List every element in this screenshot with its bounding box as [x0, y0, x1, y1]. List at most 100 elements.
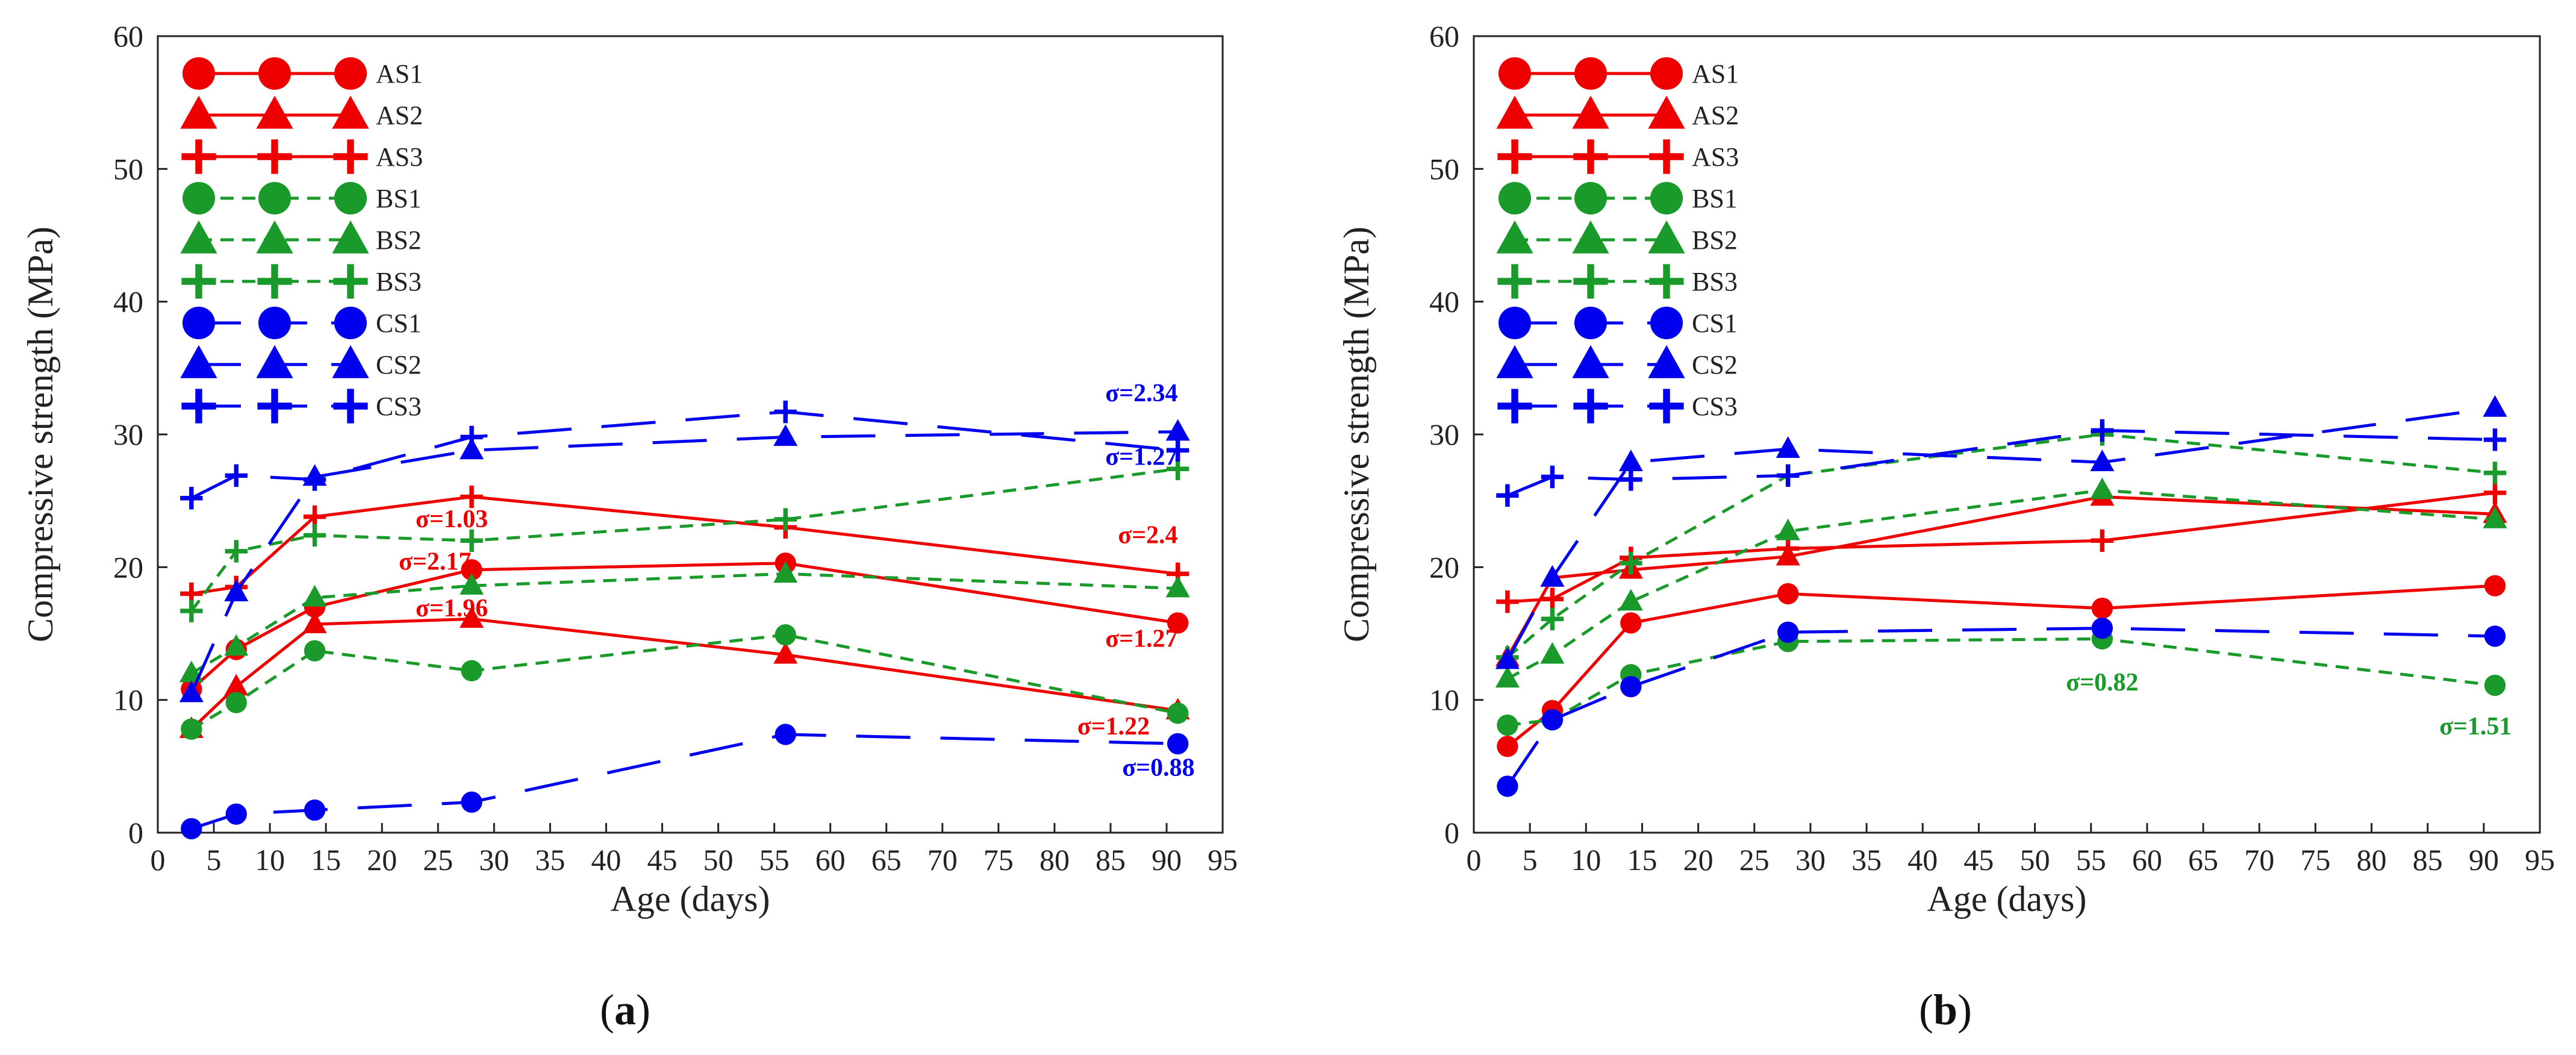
data-point	[303, 468, 326, 491]
data-point	[1495, 666, 1520, 688]
legend-marker	[181, 139, 216, 174]
data-point	[2091, 419, 2114, 442]
data-point	[1620, 675, 1642, 698]
legend-marker	[258, 181, 292, 215]
series-CS1	[181, 724, 1189, 840]
legend-marker	[180, 95, 217, 129]
data-point	[460, 573, 484, 595]
data-point	[1541, 607, 1564, 630]
data-point	[224, 580, 249, 601]
x-tick-label: 55	[759, 843, 790, 877]
legend-label: BS1	[376, 184, 422, 213]
x-tick-label: 75	[984, 843, 1014, 877]
sigma-annotation: σ=1.03	[416, 506, 488, 533]
legend-marker	[333, 264, 368, 299]
series-line	[1506, 627, 2495, 787]
legend-label: BS2	[1692, 225, 1738, 255]
data-point	[460, 425, 483, 449]
legend: AS1 AS2 AS3 BS1 BS2 BS3 CS1 CS2 CS3	[1496, 57, 1739, 424]
data-point	[1620, 552, 1642, 575]
y-tick-label: 40	[113, 285, 143, 319]
legend-label: CS2	[1692, 350, 1738, 380]
data-point	[180, 487, 203, 510]
legend-marker	[332, 345, 369, 378]
legend-marker	[1572, 345, 1609, 378]
legend-marker	[1572, 220, 1609, 254]
legend-marker	[182, 181, 216, 215]
data-point	[1496, 484, 1519, 507]
sigma-annotation: σ=0.88	[1122, 754, 1194, 781]
data-point	[2090, 477, 2115, 499]
y-axis-title: Compressive strength (MPa)	[1336, 227, 1376, 642]
x-tick-label: 55	[2076, 843, 2106, 877]
x-tick-label: 0	[1467, 843, 1482, 877]
series-BS3	[180, 457, 1190, 622]
data-point	[773, 642, 798, 664]
legend-marker	[257, 139, 292, 174]
legend-item-CS2: CS2	[180, 345, 422, 380]
data-point	[1777, 621, 1799, 643]
legend-label: BS2	[376, 225, 422, 255]
legend-marker	[258, 57, 292, 90]
data-point	[303, 524, 326, 547]
legend-marker	[333, 139, 368, 174]
legend-marker	[1648, 345, 1685, 378]
x-tick-label: 90	[2469, 843, 2499, 877]
data-point	[2484, 575, 2506, 596]
legend-marker	[1572, 95, 1609, 129]
x-tick-label: 50	[2020, 843, 2050, 877]
legend-label: BS3	[1692, 267, 1738, 296]
data-point	[460, 606, 484, 628]
legend-item-AS2: AS2	[1496, 95, 1739, 130]
data-point	[1541, 587, 1564, 610]
data-point	[1165, 419, 1190, 441]
y-tick-label: 50	[1429, 152, 1459, 186]
data-point	[460, 437, 484, 460]
x-tick-label: 80	[1040, 843, 1070, 877]
legend-marker	[1496, 345, 1533, 378]
legend-item-BS2: BS2	[1496, 220, 1738, 255]
series-line	[190, 410, 1178, 499]
series-CS1	[1497, 618, 2506, 797]
x-axis-title: Age (days)	[1927, 879, 2087, 919]
data-point	[225, 803, 247, 825]
series-BS2	[179, 561, 1190, 683]
x-tick-label: 10	[1571, 843, 1601, 877]
legend-label: AS2	[1692, 101, 1739, 130]
series-line	[1507, 637, 2495, 727]
series-CS2	[1495, 395, 2507, 669]
legend-label: BS3	[376, 267, 422, 296]
data-point	[2091, 597, 2113, 619]
data-point	[1620, 612, 1642, 634]
data-point	[2483, 428, 2507, 451]
series-line	[1506, 495, 2495, 659]
series-line	[190, 562, 1178, 690]
legend-item-AS1: AS1	[182, 57, 423, 90]
x-tick-label: 45	[1963, 843, 1994, 877]
legend-label: CS3	[1692, 392, 1738, 421]
legend-marker	[332, 220, 369, 254]
data-point	[1776, 436, 1800, 458]
data-point	[181, 718, 202, 740]
data-point	[773, 561, 798, 583]
legend-marker	[1573, 139, 1608, 174]
legend-label: BS1	[1692, 184, 1738, 213]
series-line	[191, 495, 1178, 595]
sigma-annotation: σ=1.51	[2439, 713, 2512, 740]
data-point	[224, 674, 249, 696]
x-tick-label: 0	[151, 843, 166, 877]
data-point	[2091, 529, 2114, 552]
legend-item-BS1: BS1	[182, 181, 422, 215]
legend-label: AS3	[376, 142, 423, 172]
legend-item-BS3: BS3	[181, 264, 422, 299]
series-line	[1506, 428, 2495, 497]
y-tick-label: 60	[113, 19, 143, 53]
x-tick-label: 30	[479, 843, 509, 877]
series-line	[190, 633, 1179, 731]
legend-marker	[1574, 306, 1608, 340]
series-line	[191, 733, 1178, 830]
data-point	[461, 660, 482, 681]
legend-marker	[181, 264, 216, 299]
sigma-annotation: σ=2.4	[1118, 522, 1177, 549]
